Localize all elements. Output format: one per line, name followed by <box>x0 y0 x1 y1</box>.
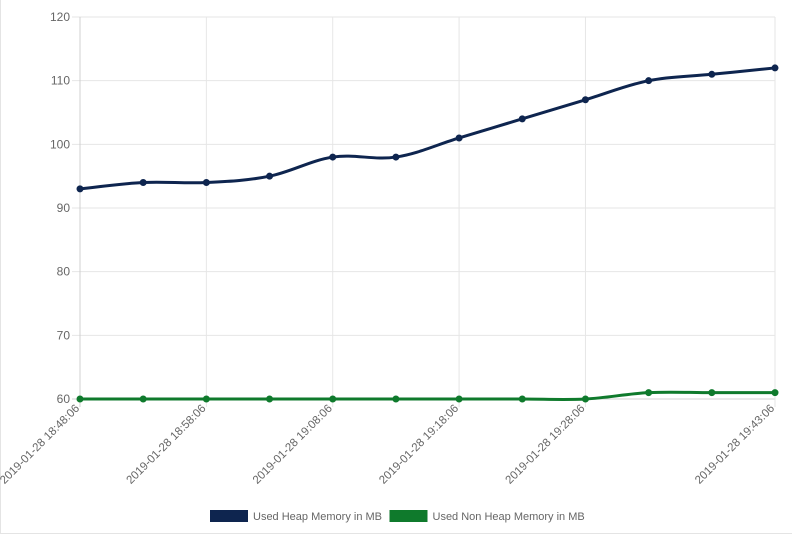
data-point <box>708 389 716 397</box>
x-tick-label: 2019-01-28 19:18:06 <box>377 403 461 487</box>
y-tick-label: 60 <box>57 392 71 406</box>
data-point <box>202 395 210 403</box>
y-tick-label: 100 <box>50 137 70 151</box>
y-tick-label: 120 <box>50 10 70 24</box>
data-point <box>518 395 526 403</box>
data-point <box>581 395 589 403</box>
data-point <box>76 185 84 193</box>
data-point <box>202 179 210 187</box>
data-point <box>76 395 84 403</box>
y-tick-label: 80 <box>57 265 71 279</box>
data-point <box>581 96 589 104</box>
x-tick-label: 2019-01-28 19:28:06 <box>504 403 588 487</box>
legend-swatch-1[interactable] <box>210 510 248 522</box>
y-tick-label: 110 <box>51 74 70 88</box>
data-point <box>392 153 400 161</box>
data-point <box>645 389 653 397</box>
x-tick-label: 2019-01-28 18:58:06 <box>124 403 208 487</box>
data-point <box>645 77 653 85</box>
series-line-2 <box>78 390 777 401</box>
x-tick-label: 2019-01-28 19:08:06 <box>251 403 335 487</box>
data-point <box>139 179 147 187</box>
data-point <box>771 389 779 397</box>
data-point <box>455 134 463 142</box>
y-tick-label: 90 <box>57 201 71 215</box>
data-point <box>139 395 147 403</box>
data-point <box>266 395 274 403</box>
series-line-1 <box>78 66 777 191</box>
legend-swatch-2[interactable] <box>389 510 428 522</box>
data-point <box>266 172 274 180</box>
y-tick-label: 70 <box>57 328 71 342</box>
data-point <box>455 395 463 403</box>
x-tick-label: 2019-01-28 18:48:06 <box>0 403 82 487</box>
data-point <box>329 395 337 403</box>
x-tick-label: 2019-01-28 19:43:06 <box>693 403 777 487</box>
data-point <box>329 153 337 161</box>
data-point <box>518 115 526 123</box>
data-point <box>771 64 779 72</box>
legend-label-2[interactable]: Used Non Heap Memory in MB <box>433 511 585 523</box>
data-point <box>392 395 400 403</box>
data-point <box>708 70 716 78</box>
legend-label-1[interactable]: Used Heap Memory in MB <box>253 511 382 523</box>
